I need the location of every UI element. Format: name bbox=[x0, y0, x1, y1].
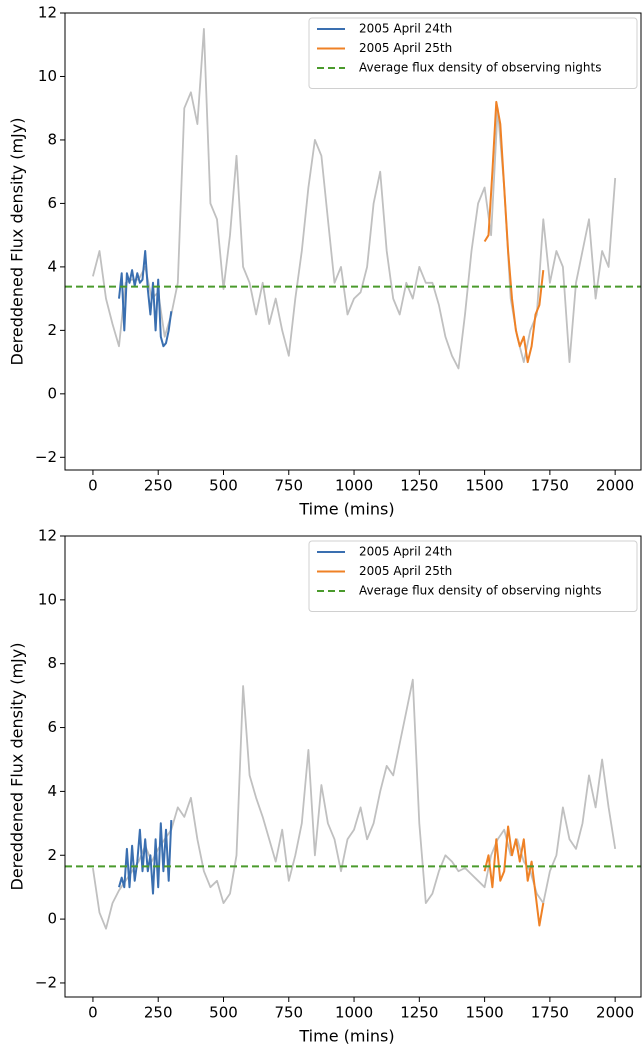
x-tick-label: 1500 bbox=[466, 477, 504, 495]
x-tick-label: 1250 bbox=[400, 477, 438, 495]
legend-label: Average flux density of observing nights bbox=[359, 61, 601, 75]
y-tick-label: −2 bbox=[35, 973, 57, 991]
x-tick-label: 750 bbox=[274, 1004, 303, 1022]
axes-frame bbox=[64, 12, 642, 471]
x-tick-label: 1000 bbox=[335, 477, 373, 495]
x-tick-label: 1000 bbox=[335, 1004, 373, 1022]
x-axis-label: Time (mins) bbox=[298, 500, 394, 519]
series-line bbox=[92, 28, 617, 370]
x-tick-label: 2000 bbox=[596, 477, 634, 495]
x-tick-label: 250 bbox=[144, 477, 173, 495]
y-tick-label: 4 bbox=[47, 257, 57, 275]
legend-box bbox=[308, 17, 638, 89]
x-tick-label: 500 bbox=[209, 477, 238, 495]
y-tick-label: 12 bbox=[38, 527, 57, 545]
legend-box bbox=[308, 540, 638, 612]
legend-label: 2005 April 25th bbox=[359, 41, 452, 55]
series-line bbox=[118, 820, 173, 895]
x-axis-label: Time (mins) bbox=[298, 1027, 394, 1046]
x-tick-label: 1250 bbox=[400, 1004, 438, 1022]
x-tick-label: 1500 bbox=[466, 1004, 504, 1022]
x-tick-label: 250 bbox=[144, 1004, 173, 1022]
series-line bbox=[92, 678, 617, 930]
axes-frame bbox=[64, 535, 642, 998]
y-tick-label: 2 bbox=[47, 846, 57, 864]
legend-label: 2005 April 24th bbox=[359, 545, 452, 559]
y-tick-label: 0 bbox=[47, 910, 57, 928]
y-tick-label: 12 bbox=[38, 4, 57, 22]
y-tick-label: 10 bbox=[38, 67, 57, 85]
y-tick-label: 10 bbox=[38, 590, 57, 608]
legend-label: Average flux density of observing nights bbox=[359, 584, 601, 598]
y-axis-label: Dereddened Flux density (mJy) bbox=[8, 643, 27, 891]
x-tick-label: 1750 bbox=[531, 477, 569, 495]
y-tick-label: 0 bbox=[47, 384, 57, 402]
series-line bbox=[483, 825, 545, 927]
x-tick-label: 750 bbox=[274, 477, 303, 495]
y-axis-label: Dereddened Flux density (mJy) bbox=[8, 118, 27, 366]
series-line bbox=[483, 100, 545, 364]
y-tick-label: 6 bbox=[47, 194, 57, 212]
y-tick-label: 6 bbox=[47, 718, 57, 736]
x-tick-label: 2000 bbox=[596, 1004, 634, 1022]
x-tick-label: 500 bbox=[209, 1004, 238, 1022]
legend-label: 2005 April 24th bbox=[359, 22, 452, 36]
y-tick-label: 2 bbox=[47, 321, 57, 339]
y-tick-label: −2 bbox=[35, 448, 57, 466]
x-tick-label: 0 bbox=[88, 1004, 98, 1022]
x-tick-label: 0 bbox=[88, 477, 98, 495]
y-tick-label: 8 bbox=[47, 130, 57, 148]
y-tick-label: 8 bbox=[47, 654, 57, 672]
x-tick-label: 1750 bbox=[531, 1004, 569, 1022]
legend-label: 2005 April 25th bbox=[359, 564, 452, 578]
y-tick-label: 4 bbox=[47, 782, 57, 800]
series-line bbox=[118, 250, 173, 348]
